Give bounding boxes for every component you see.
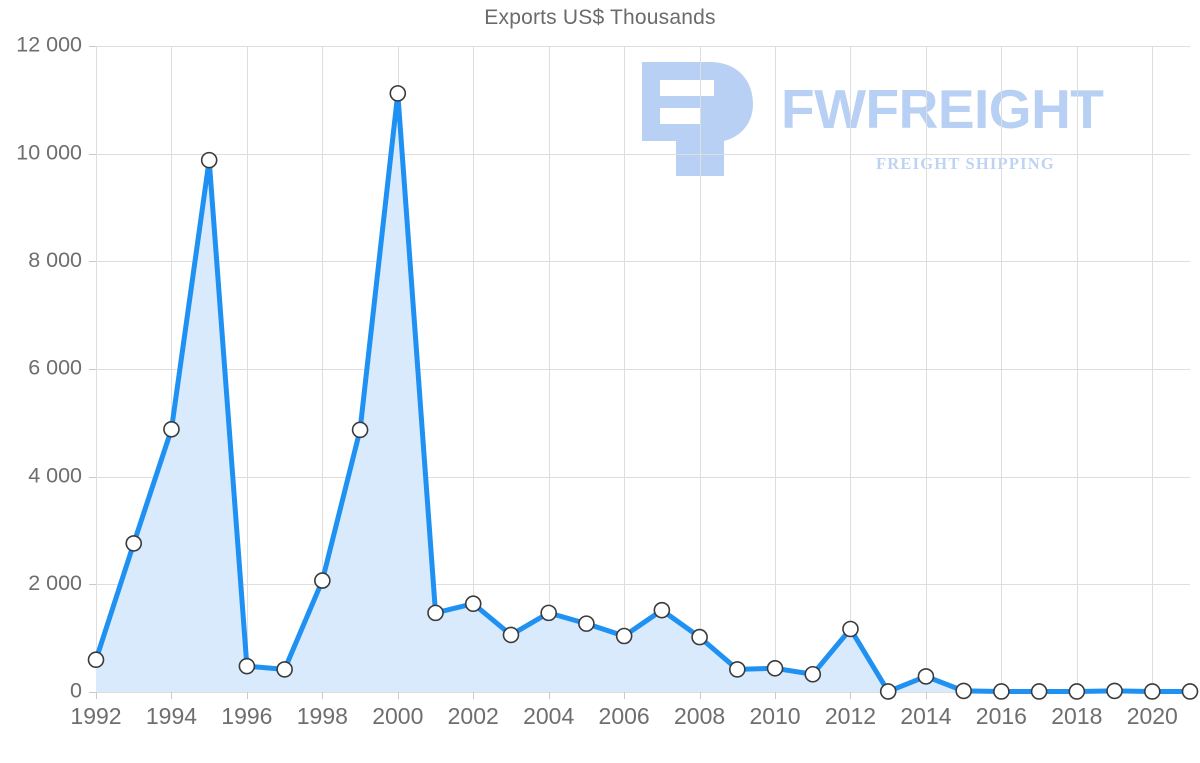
data-point[interactable] [238,657,256,675]
data-point[interactable] [427,604,444,622]
data-point[interactable] [1106,682,1123,700]
data-point[interactable] [804,665,822,683]
data-point[interactable] [200,151,218,169]
data-point[interactable] [842,620,859,638]
y-tick-label: 0 [70,679,82,703]
x-tick-label: 2008 [674,703,725,729]
data-point[interactable] [276,661,293,678]
data-point[interactable] [578,615,595,632]
data-point[interactable] [1181,683,1199,700]
data-point[interactable] [917,668,935,685]
x-tick-label: 2018 [1051,703,1102,729]
series-area-fill [96,93,1190,693]
chart-title: Exports US$ Thousands [484,6,716,29]
y-tickmarks [89,46,96,693]
x-tick-label: 1994 [146,703,197,729]
y-axis-labels: 0 2 000 4 000 6 000 8 000 10 000 12 000 [16,33,82,703]
data-point[interactable] [879,683,897,700]
x-tick-label: 2014 [900,703,951,729]
series-markers [87,85,1199,700]
data-point[interactable] [125,535,143,552]
x-tick-label: 2004 [523,703,574,729]
data-point[interactable] [351,421,369,439]
data-point[interactable] [729,661,746,678]
x-tick-label: 2012 [825,703,876,729]
data-point[interactable] [502,626,520,644]
data-point[interactable] [615,627,633,645]
x-gridlines [96,46,1153,692]
data-point[interactable] [464,595,482,613]
data-point[interactable] [163,420,180,438]
x-tick-label: 2010 [749,703,800,729]
y-gridlines [96,46,1190,693]
x-tick-label: 1996 [221,703,272,729]
data-point[interactable] [955,682,972,700]
data-point[interactable] [87,651,105,669]
x-tick-label: 2016 [976,703,1027,729]
data-point[interactable] [691,628,708,646]
x-tick-label: 2020 [1127,703,1178,729]
data-point[interactable] [766,660,784,677]
data-point[interactable] [1068,683,1086,700]
x-tick-label: 2006 [599,703,650,729]
data-point[interactable] [1030,683,1048,700]
y-tick-label: 8 000 [28,248,82,272]
x-axis-labels: 1992 1994 1996 1998 2000 2002 2004 2006 2008 2010… [70,703,1177,729]
series-line [93,90,1193,694]
data-point[interactable] [540,604,557,622]
x-tick-label: 2002 [448,703,499,729]
x-tick-label: 1998 [297,703,348,729]
data-point[interactable] [314,572,331,589]
y-tick-label: 2 000 [28,571,82,595]
y-tick-label: 12 000 [16,33,82,57]
data-point[interactable] [389,85,407,102]
y-tick-label: 10 000 [16,140,82,164]
x-tick-label: 1992 [70,703,121,729]
data-point[interactable] [993,683,1010,700]
y-tick-label: 4 000 [28,463,82,487]
data-point[interactable] [1143,683,1161,700]
y-tick-label: 6 000 [28,356,82,380]
x-tick-label: 2000 [372,703,423,729]
data-point[interactable] [653,601,671,619]
